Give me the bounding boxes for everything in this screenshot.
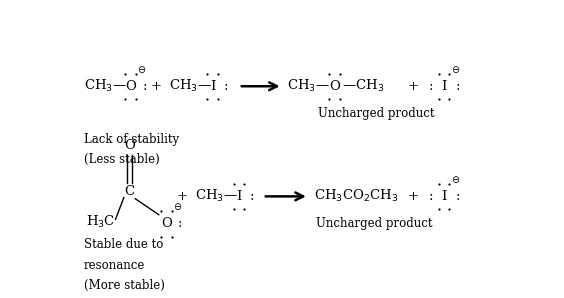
Text: I: I (442, 80, 447, 93)
Text: +: + (408, 190, 419, 203)
Text: +: + (408, 80, 419, 93)
Text: I: I (210, 80, 215, 93)
Text: :: : (429, 80, 433, 93)
Text: :: : (223, 80, 228, 93)
Text: O: O (125, 80, 136, 93)
Text: :: : (178, 218, 182, 230)
Text: C: C (125, 185, 135, 198)
Text: +: + (177, 190, 187, 203)
Text: CH$_3$—: CH$_3$— (83, 78, 126, 94)
Text: I: I (236, 190, 241, 203)
Text: resonance: resonance (83, 259, 145, 272)
Text: (Less stable): (Less stable) (83, 153, 160, 166)
Text: CH$_3$—: CH$_3$— (195, 188, 238, 204)
Text: Stable due to: Stable due to (83, 238, 163, 251)
Text: $\ominus$: $\ominus$ (451, 174, 460, 185)
Text: O: O (124, 139, 135, 152)
Text: CH$_3$—: CH$_3$— (169, 78, 212, 94)
Text: $\ominus$: $\ominus$ (173, 201, 182, 212)
Text: (More stable): (More stable) (83, 279, 165, 292)
Text: $\ominus$: $\ominus$ (136, 63, 146, 74)
Text: :: : (250, 190, 254, 203)
Text: H$_3$C: H$_3$C (86, 214, 115, 230)
Text: :: : (455, 80, 460, 93)
Text: $\ominus$: $\ominus$ (451, 63, 460, 74)
Text: Uncharged product: Uncharged product (316, 218, 433, 230)
Text: I: I (442, 190, 447, 203)
Text: :: : (143, 80, 147, 93)
Text: —CH$_3$: —CH$_3$ (342, 78, 385, 94)
Text: Uncharged product: Uncharged product (318, 107, 435, 120)
Text: :: : (429, 190, 433, 203)
Text: CH$_3$—: CH$_3$— (287, 78, 329, 94)
Text: O: O (329, 80, 340, 93)
Text: Lack of stability: Lack of stability (83, 133, 179, 145)
Text: +: + (150, 80, 161, 93)
Text: :: : (455, 190, 460, 203)
Text: CH$_3$CO$_2$CH$_3$: CH$_3$CO$_2$CH$_3$ (314, 188, 399, 204)
Text: O: O (161, 218, 172, 230)
